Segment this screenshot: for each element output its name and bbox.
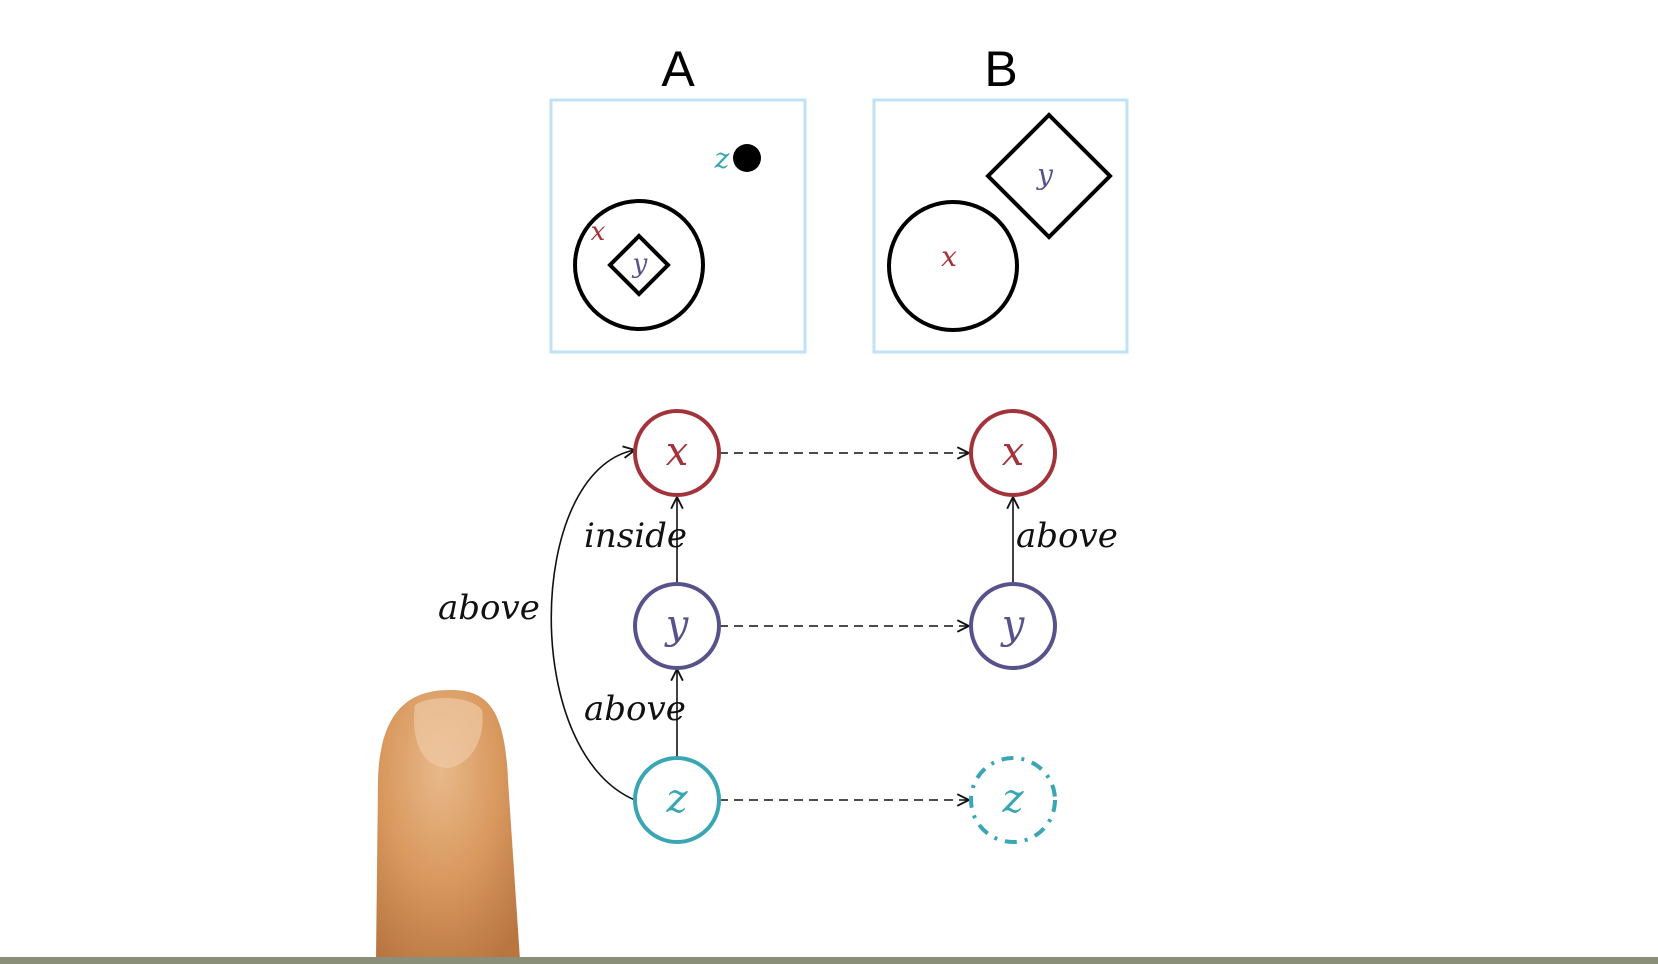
edge-label-above-left-inner: above xyxy=(584,689,686,729)
edge-label-above-left-outer: above xyxy=(438,588,540,628)
panel-b-diamond-shape xyxy=(985,112,1113,240)
edge-label-inside: inside xyxy=(584,516,687,556)
panel-a-label-z: z xyxy=(714,142,730,175)
left-graph-nodes: x y z xyxy=(633,409,721,844)
panel-b-circle-shape xyxy=(887,200,1019,332)
panel-b-label-x: x xyxy=(941,240,957,273)
panel-b-frame xyxy=(872,98,1129,354)
panel-a-dot-shape xyxy=(733,144,761,172)
node-left-y: y xyxy=(633,582,721,670)
panel-a-diamond-shape xyxy=(607,233,671,297)
node-right-y-label: y xyxy=(1000,602,1026,648)
panel-a-label-y: y xyxy=(632,249,648,279)
bottom-border xyxy=(0,957,1658,964)
panel-a-frame xyxy=(549,98,807,354)
node-right-z-label: z xyxy=(1001,776,1024,822)
edge-label-above-right: above xyxy=(1016,516,1118,556)
node-right-z-missing: z xyxy=(969,756,1057,844)
node-left-x: x xyxy=(633,409,721,497)
node-right-y: y xyxy=(969,582,1057,670)
edge-left-z-to-x xyxy=(550,450,641,803)
node-left-z: z xyxy=(633,756,721,844)
node-left-y-label: y xyxy=(664,602,690,648)
panel-a-circle-shape xyxy=(573,199,705,331)
panel-b: B x y xyxy=(872,41,1129,354)
panel-a-label-x: x xyxy=(591,217,606,247)
panel-b-title: B xyxy=(984,41,1017,97)
node-left-z-label: z xyxy=(665,776,688,822)
panel-b-label-y: y xyxy=(1035,158,1054,191)
node-right-x: x xyxy=(969,409,1057,497)
node-left-x-label: x xyxy=(666,429,689,475)
node-right-x-label: x xyxy=(1002,429,1025,475)
panel-a: A x y z xyxy=(549,41,807,354)
graph-edges xyxy=(550,450,1013,803)
pointing-finger-image xyxy=(376,690,520,960)
panel-a-title: A xyxy=(661,41,695,97)
right-graph-nodes: x y z xyxy=(969,409,1057,844)
